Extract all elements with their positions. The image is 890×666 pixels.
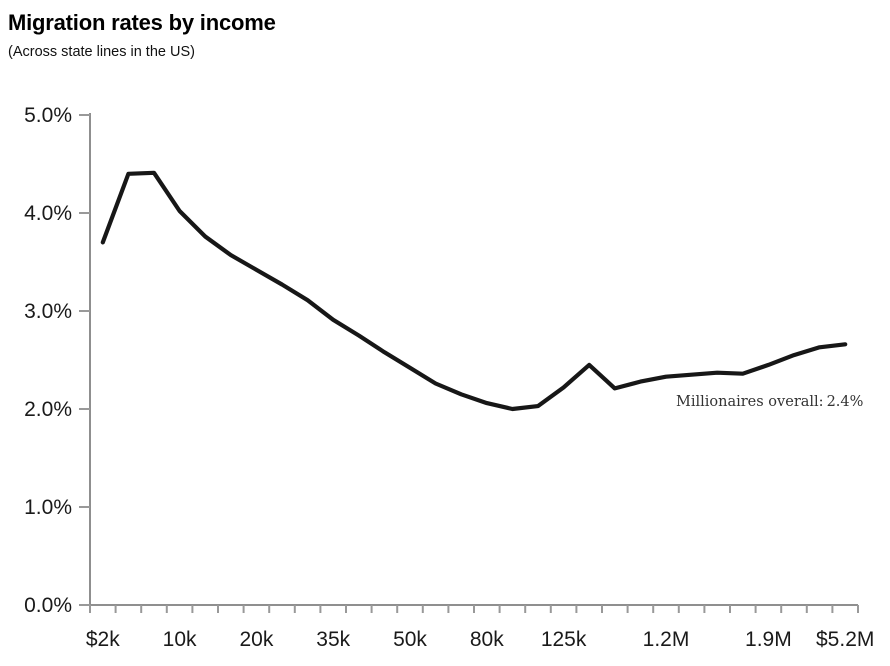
chart-subtitle: (Across state lines in the US) — [8, 44, 195, 60]
x-tick-label: 1.9M — [745, 628, 792, 651]
chart-title: Migration rates by income — [8, 10, 276, 35]
x-tick-label: 35k — [316, 628, 350, 651]
x-tick-label: 20k — [239, 628, 273, 651]
x-tick-label: 80k — [470, 628, 504, 651]
millionaires-annotation: Millionaires overall: 2.4% — [676, 394, 863, 410]
annotation-value: 2.4% — [826, 394, 864, 410]
y-tick-label: 4.0% — [24, 202, 72, 225]
y-tick-label: 3.0% — [24, 300, 72, 323]
y-tick-label: 5.0% — [24, 104, 72, 127]
annotation-label: Millionaires overall: — [676, 394, 824, 410]
x-tick-label: $5.2M — [816, 628, 874, 651]
migration-rate-line — [100, 170, 848, 412]
y-tick-label: 0.0% — [24, 594, 72, 617]
x-tick-label: 125k — [541, 628, 587, 651]
x-tick-label: $2k — [86, 628, 120, 651]
y-tick-label: 2.0% — [24, 398, 72, 421]
y-tick-label: 1.0% — [24, 496, 72, 519]
x-tick-label: 50k — [393, 628, 427, 651]
x-tick-label: 10k — [163, 628, 197, 651]
x-tick-label: 1.2M — [643, 628, 690, 651]
